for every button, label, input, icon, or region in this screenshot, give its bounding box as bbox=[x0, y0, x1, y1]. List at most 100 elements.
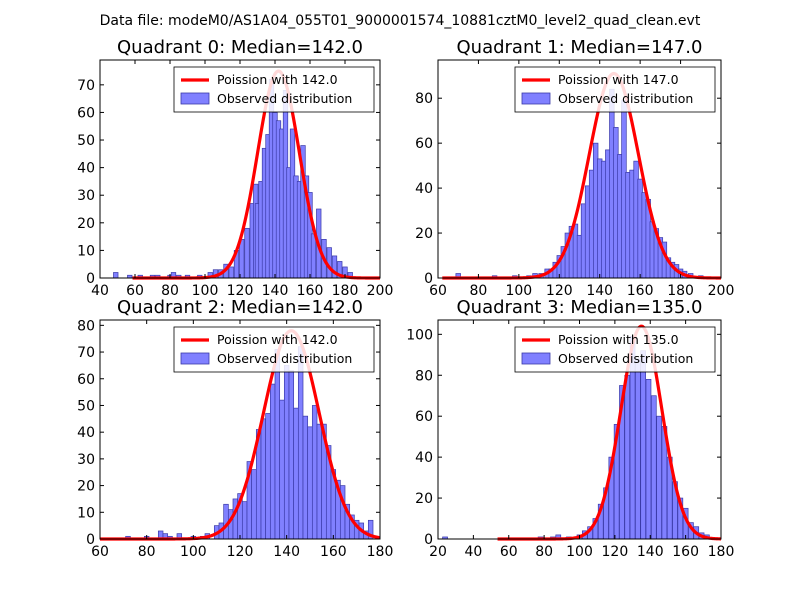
chart-2-bar-24 bbox=[283, 365, 290, 540]
chart-0-bar-14 bbox=[228, 266, 234, 279]
chart-2-legend-bar-swatch bbox=[180, 352, 210, 365]
chart-3-ytick-label-4: 80 bbox=[415, 368, 433, 384]
chart-0-ytick-label-7: 70 bbox=[77, 78, 95, 94]
chart-0-xtick-label-1: 60 bbox=[126, 283, 144, 299]
chart-1-ytick-label-0: 0 bbox=[424, 271, 433, 287]
chart-2-bar-23 bbox=[279, 399, 285, 540]
chart-1-title: Quadrant 1: Median=147.0 bbox=[457, 37, 703, 58]
chart-0-xtick-label-4: 120 bbox=[227, 283, 254, 299]
chart-0-ytick-label-2: 20 bbox=[77, 216, 95, 232]
chart-2-xtick-label-0: 60 bbox=[91, 544, 109, 560]
chart-0-ytick-label-1: 10 bbox=[77, 243, 95, 259]
chart-0-xtick-label-2: 80 bbox=[161, 283, 179, 299]
chart-2-bar-15 bbox=[241, 501, 248, 540]
chart-2-bar-29 bbox=[307, 426, 313, 540]
chart-3-bar-18 bbox=[645, 379, 652, 540]
chart-0-bar-17 bbox=[244, 227, 250, 279]
panel-quadrant-3: Quadrant 3: Median=135.0 20 40 60 80 100 120 14… bbox=[406, 297, 734, 560]
chart-0-xtick-label-7: 180 bbox=[332, 283, 359, 299]
chart-3-xtick-label-2: 60 bbox=[500, 544, 518, 560]
chart-3-xtick-label-6: 140 bbox=[637, 544, 664, 560]
chart-2-ytick-label-7: 70 bbox=[77, 345, 95, 361]
chart-2-legend-label-bars: Observed distribution bbox=[217, 351, 352, 366]
chart-3-xtick-label-8: 180 bbox=[708, 544, 735, 560]
chart-1-xtick-label-6: 180 bbox=[667, 283, 694, 299]
chart-0-title: Quadrant 0: Median=142.0 bbox=[117, 37, 363, 58]
chart-2-xtick-label-5: 160 bbox=[320, 544, 347, 560]
chart-1-xtick-label-5: 160 bbox=[627, 283, 654, 299]
panel-quadrant-1: Quadrant 1: Median=147.0 60 80 100 120 140 160… bbox=[415, 37, 734, 299]
chart-2-ytick-label-6: 60 bbox=[77, 372, 95, 388]
chart-0-xtick-label-0: 40 bbox=[91, 283, 109, 299]
chart-2-bar-27 bbox=[297, 346, 304, 540]
panel-quadrant-2: Quadrant 2: Median=142.060 80 100 120 140 160… bbox=[77, 297, 393, 560]
chart-3-bar-14 bbox=[624, 374, 631, 540]
chart-3-bar-20 bbox=[656, 415, 662, 540]
chart-3-xtick-label-3: 80 bbox=[535, 544, 553, 560]
chart-0-legend-bar-swatch bbox=[180, 92, 210, 105]
chart-1-xtick-label-2: 100 bbox=[505, 283, 532, 299]
chart-2-bar-28 bbox=[302, 415, 309, 540]
chart-3-ytick-label-5: 100 bbox=[406, 327, 433, 343]
chart-2-xtick-label-1: 80 bbox=[138, 544, 156, 560]
chart-0-bar-0 bbox=[113, 272, 119, 279]
chart-2-xtick-label-2: 100 bbox=[180, 544, 207, 560]
chart-2-ytick-label-8: 80 bbox=[77, 318, 95, 334]
chart-2-bar-19 bbox=[260, 418, 267, 540]
chart-2-legend-label-curve: Poission with 142.0 bbox=[217, 332, 338, 347]
chart-3-xtick-label-7: 160 bbox=[672, 544, 699, 560]
chart-2-bar-20 bbox=[265, 413, 271, 540]
chart-3-title: Quadrant 3: Median=135.0 bbox=[457, 297, 703, 318]
chart-0-ytick-label-6: 60 bbox=[77, 105, 95, 121]
chart-0-ytick-label-4: 40 bbox=[77, 161, 95, 177]
chart-2-bar-25 bbox=[288, 370, 295, 540]
chart-3-bar-17 bbox=[640, 350, 647, 540]
chart-2-ytick-label-0: 0 bbox=[86, 532, 95, 548]
chart-1-legend-bar-swatch bbox=[521, 92, 551, 105]
chart-3-legend-bar-swatch bbox=[521, 352, 551, 365]
chart-0-xtick-label-8: 200 bbox=[367, 283, 394, 299]
chart-2-bar-21 bbox=[269, 383, 276, 540]
chart-0-ytick-label-5: 50 bbox=[77, 133, 95, 149]
chart-3-legend-label-bars: Observed distribution bbox=[558, 351, 693, 366]
chart-2-ytick-label-1: 10 bbox=[77, 505, 95, 521]
chart-2-bar-30 bbox=[311, 405, 318, 540]
chart-1-ytick-label-2: 40 bbox=[415, 181, 433, 197]
chart-2-title: Quadrant 2: Median=142.0 bbox=[117, 297, 363, 318]
chart-0-xtick-label-5: 140 bbox=[262, 283, 289, 299]
figure-suptitle: Data file: modeM0/AS1A04_055T01_90000015… bbox=[100, 13, 701, 29]
chart-0-ytick-label-3: 30 bbox=[77, 188, 95, 204]
chart-2-bar-31 bbox=[316, 423, 323, 540]
chart-1-ytick-label-1: 20 bbox=[415, 226, 433, 242]
chart-0-legend-label-bars: Observed distribution bbox=[217, 91, 352, 106]
panel-quadrant-0: Quadrant 0: Median=142.0 40 60 80 100 120 140 1… bbox=[77, 37, 393, 299]
chart-1-xtick-label-4: 140 bbox=[586, 283, 613, 299]
chart-0-xtick-label-3: 100 bbox=[192, 283, 219, 299]
chart-3-xtick-label-1: 40 bbox=[464, 544, 482, 560]
chart-2-xtick-label-6: 180 bbox=[367, 544, 394, 560]
chart-2-xtick-label-4: 140 bbox=[273, 544, 300, 560]
chart-1-legend-label-curve: Poission with 147.0 bbox=[558, 72, 679, 87]
chart-1-axes bbox=[437, 59, 722, 279]
chart-2-legend bbox=[173, 326, 375, 373]
chart-2-ytick-label-3: 30 bbox=[77, 452, 95, 468]
chart-3-legend-label-curve: Poission with 135.0 bbox=[558, 332, 679, 347]
chart-2-ytick-label-5: 50 bbox=[77, 398, 95, 414]
chart-3-xtick-label-0: 20 bbox=[429, 544, 447, 560]
chart-3-ytick-label-0: 0 bbox=[424, 532, 433, 548]
chart-1-xtick-label-7: 200 bbox=[708, 283, 735, 299]
chart-2-bar-26 bbox=[293, 407, 299, 540]
chart-1-xtick-label-3: 120 bbox=[546, 283, 573, 299]
chart-3-ytick-label-2: 40 bbox=[415, 450, 433, 466]
chart-3-bar-19 bbox=[650, 395, 657, 540]
chart-2-ytick-label-2: 20 bbox=[77, 479, 95, 495]
chart-3-xtick-label-5: 120 bbox=[602, 544, 629, 560]
chart-3-ytick-label-3: 60 bbox=[415, 409, 433, 425]
chart-3-ytick-label-1: 20 bbox=[415, 491, 433, 507]
chart-2-ytick-label-4: 40 bbox=[77, 425, 95, 441]
chart-1-legend-label-bars: Observed distribution bbox=[558, 91, 693, 106]
chart-1-ytick-label-3: 60 bbox=[415, 136, 433, 152]
chart-0-xtick-label-6: 160 bbox=[297, 283, 324, 299]
chart-3-xtick-label-4: 100 bbox=[566, 544, 593, 560]
